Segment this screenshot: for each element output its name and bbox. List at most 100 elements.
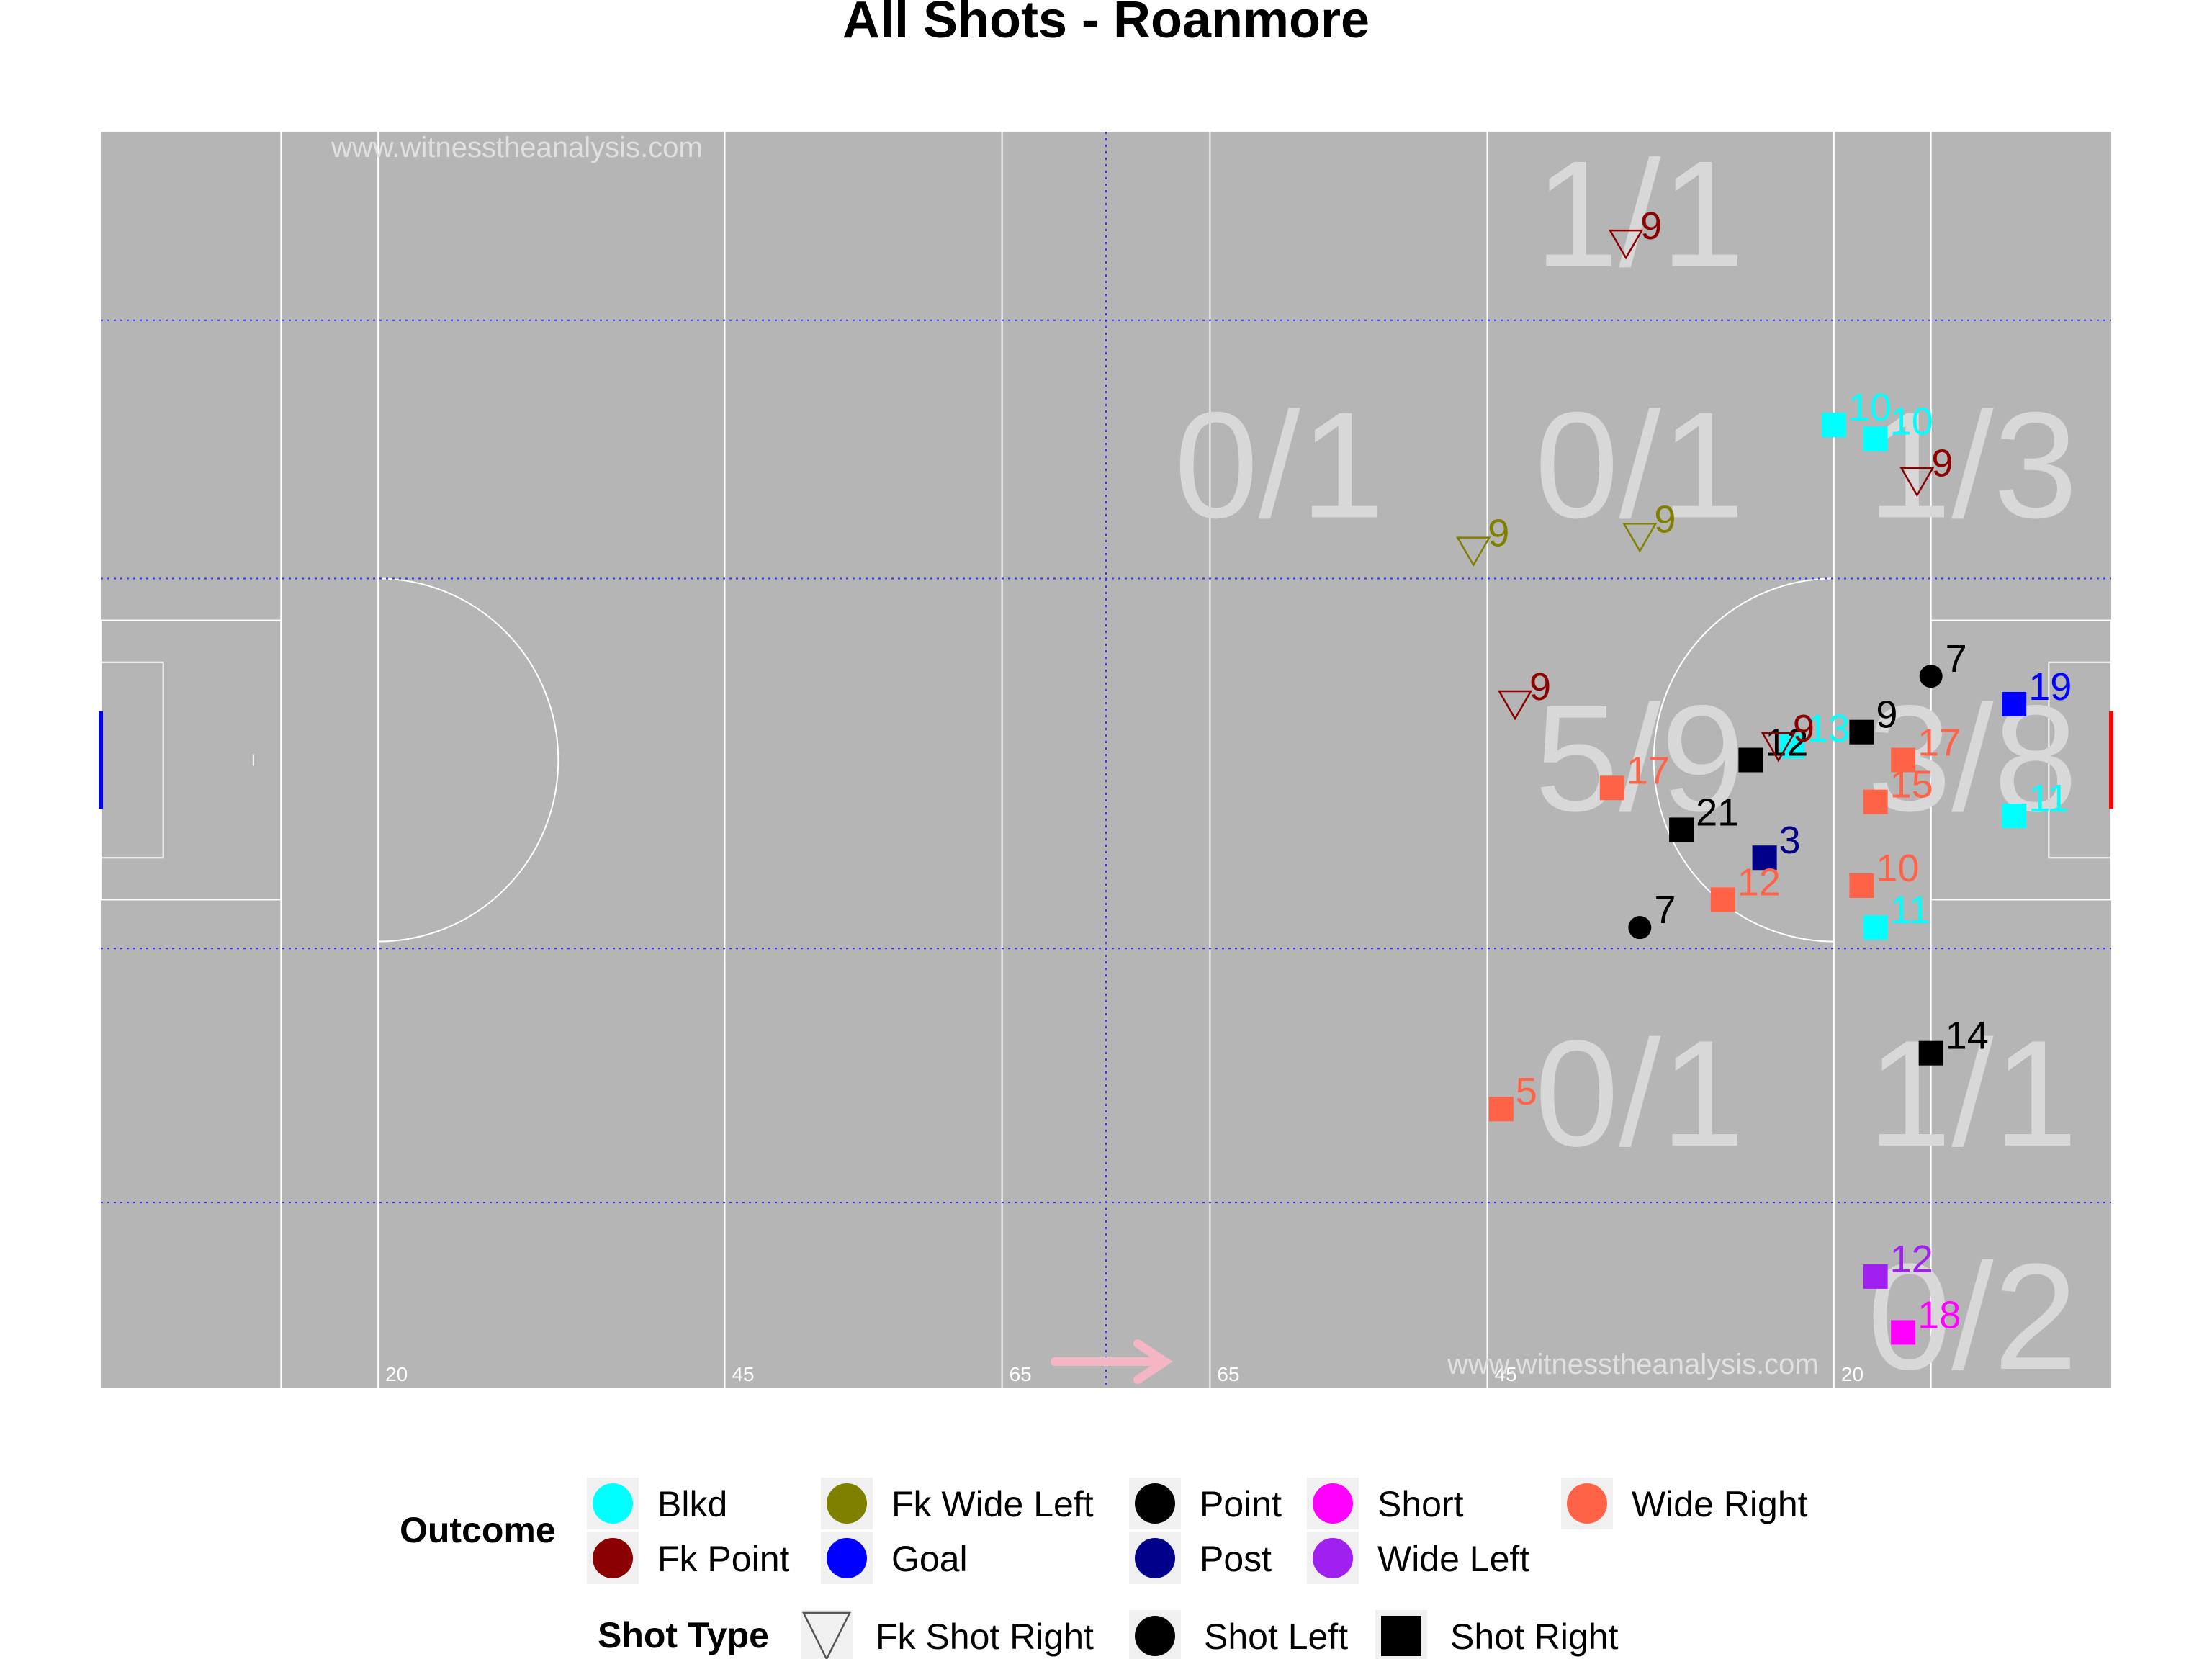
shot-label: 9 <box>1876 693 1897 737</box>
shot-marker <box>1622 523 1658 553</box>
shot-label: 11 <box>2028 777 2069 820</box>
legend-outcome-title: Outcome <box>400 1510 556 1550</box>
shot-marker <box>1669 817 1694 842</box>
shot-label: 9 <box>1931 442 1953 485</box>
legend-outcome-marker <box>827 1483 867 1524</box>
pitch-line-label: 20 <box>385 1363 408 1385</box>
legend-outcome-label: Fk Wide Left <box>891 1484 1094 1524</box>
shot-marker <box>1899 467 1935 498</box>
legend-shot-type-label: Shot Right <box>1450 1617 1619 1657</box>
shot-marker <box>1891 1320 1916 1345</box>
legend-outcome-marker <box>1313 1483 1353 1524</box>
shot-marker <box>1497 690 1533 721</box>
pitch-line-label: 45 <box>732 1363 754 1385</box>
pitch-line-label: 45 <box>1495 1363 1517 1385</box>
shot-marker <box>1863 426 1888 451</box>
legend-shot-type-label: Shot Left <box>1204 1617 1348 1657</box>
legend-outcome-label: Fk Point <box>657 1539 790 1579</box>
shot-label: 9 <box>1793 707 1815 750</box>
legend-outcome-label: Goal <box>891 1539 968 1579</box>
shot-label: 9 <box>1640 204 1662 248</box>
legend-outcome-marker <box>1135 1483 1175 1524</box>
shot-marker <box>1628 916 1652 940</box>
legend-outcome-marker <box>827 1538 867 1578</box>
shot-marker <box>1918 1040 1943 1066</box>
shot-marker <box>1752 845 1777 871</box>
watermark-bottom: www.witnesstheanalysis.com <box>1447 1349 1819 1380</box>
legend-shot-type-label: Fk Shot Right <box>876 1617 1094 1657</box>
shot-marker <box>1456 536 1491 567</box>
shot-label: 17 <box>1627 749 1670 792</box>
legend-outcome-label: Point <box>1200 1484 1282 1524</box>
shot-label: 9 <box>1488 512 1509 555</box>
shot-label: 7 <box>1654 889 1676 932</box>
shot-marker <box>1863 915 1888 940</box>
zone-labels: 1/10/1 0/1 1/35/9 3/80/1 1/10/2 <box>1174 129 2078 1401</box>
zone-label: 1/3 <box>1867 380 2077 549</box>
chart-title: All Shots - Roanmore <box>842 0 1370 49</box>
zone-label: 0/2 <box>1867 1232 2077 1401</box>
pitch-line-labels: 20 45 65 65 45 20 <box>385 1363 1863 1385</box>
shot-marker <box>1710 887 1735 912</box>
shot-label: 10 <box>1876 847 1919 890</box>
arc-left <box>378 577 559 943</box>
shot-marker <box>1608 229 1644 260</box>
legend-outcome-label: Short <box>1377 1484 1464 1524</box>
pitch: 1/10/1 0/1 1/35/9 3/80/1 1/10/2 20 45 65 65 45 20… <box>99 129 2113 1401</box>
shot-marker <box>2002 691 2027 716</box>
legend-outcome-marker <box>593 1483 633 1524</box>
direction-arrow <box>1051 1339 1173 1384</box>
shot-label: 12 <box>1765 721 1808 765</box>
shot-marker <box>1738 747 1763 773</box>
watermark-top: www.witnesstheanalysis.com <box>331 132 703 163</box>
shot-label: 3 <box>1779 819 1801 862</box>
legend-outcome-label: Wide Right <box>1632 1484 1808 1524</box>
shot-marker <box>1821 413 1846 438</box>
legend: Outcome Blkd Fk Point Fk Wide Left Goal Point… <box>400 1478 1808 1659</box>
shot-marker <box>1891 747 1916 773</box>
shot-marker <box>1919 665 1943 688</box>
shot-marker <box>1849 719 1874 745</box>
shot-label: 12 <box>1737 860 1781 904</box>
shot-label: 9 <box>1529 665 1551 709</box>
shot-label: 11 <box>1890 889 1930 932</box>
legend-shot-type-title: Shot Type <box>598 1615 769 1655</box>
shot-label: 10 <box>1890 400 1933 444</box>
zone-label: 1/1 <box>1867 1009 2077 1178</box>
shot-marker <box>1863 1264 1888 1289</box>
legend-outcome-label: Wide Left <box>1377 1539 1529 1579</box>
shot-marker <box>1849 873 1874 898</box>
shot-label: 14 <box>1946 1015 1989 1058</box>
shot-marker <box>1599 775 1624 801</box>
shot-label: 18 <box>1917 1293 1961 1336</box>
legend-shot-type-marker <box>1381 1616 1421 1656</box>
shot-label: 12 <box>1890 1238 1933 1281</box>
legend-shot-type-marker <box>801 1611 852 1659</box>
legend-outcome-marker <box>593 1538 633 1578</box>
shot-label: 21 <box>1696 791 1739 834</box>
legend-key <box>801 1610 853 1659</box>
zone-label: 0/1 <box>1174 380 1385 549</box>
shot-label: 7 <box>1946 637 1967 680</box>
arc-right <box>1653 577 1834 943</box>
zone-grid <box>101 132 2111 1388</box>
legend-outcome-marker <box>1313 1538 1353 1578</box>
shot-marker <box>1761 732 1797 763</box>
legend-outcome-label: Blkd <box>657 1484 727 1524</box>
zone-label: 1/1 <box>1534 129 1745 298</box>
shot-label: 15 <box>1890 763 1933 806</box>
zone-label: 5/9 <box>1534 674 1745 843</box>
pitch-line-label: 20 <box>1841 1363 1863 1385</box>
zone-label: 0/1 <box>1534 1009 1745 1178</box>
legend-outcome-label: Post <box>1200 1539 1272 1579</box>
pitch-line-label: 65 <box>1217 1363 1239 1385</box>
shot-marker <box>2002 804 2027 829</box>
legend-shot-type-marker <box>1135 1616 1175 1656</box>
zone-label: 0/1 <box>1534 380 1745 549</box>
legend-outcome-marker <box>1567 1483 1607 1524</box>
shot-label: 9 <box>1654 498 1676 541</box>
shot-label: 10 <box>1848 386 1892 429</box>
shot-label: 19 <box>2028 665 2072 709</box>
